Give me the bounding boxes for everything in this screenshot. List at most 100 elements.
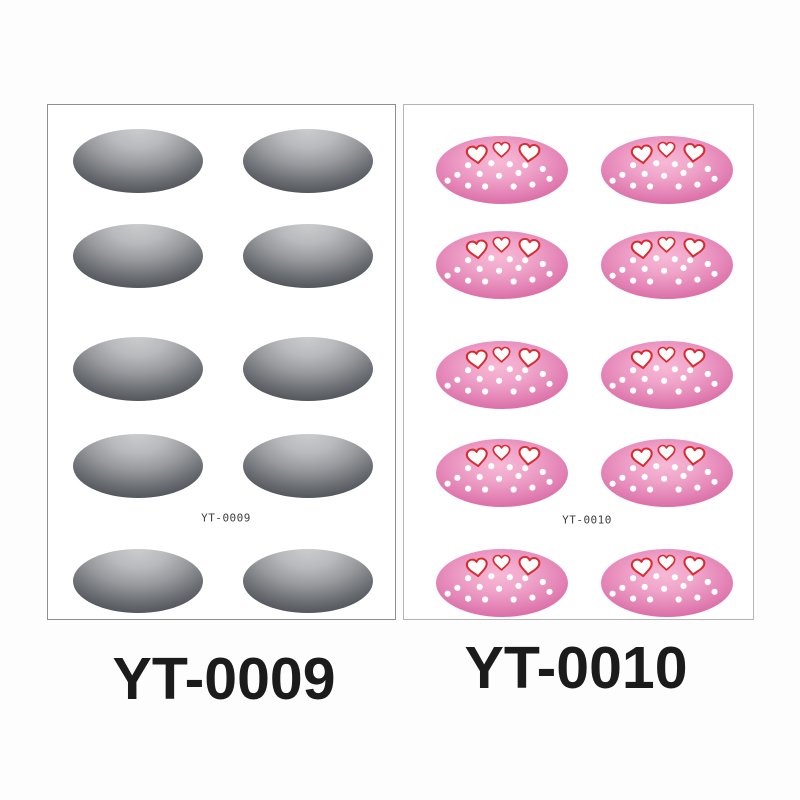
sticker-oval-pink [601,231,733,299]
polka-dot [711,175,718,182]
heart-icon [683,555,706,576]
heart-icon [630,447,653,468]
polka-dot [609,177,616,184]
polka-dot [529,594,536,601]
sticker-oval-pink [436,341,568,409]
sticker-oval-gray [73,224,203,288]
polka-dot [711,478,718,485]
heart-icon [492,236,511,253]
polka-dot [619,584,626,591]
sticker-sheet-pink: YT-0010 [403,104,754,620]
polka-dot [539,260,546,268]
sticker-oval-gray [243,337,373,401]
polka-dot [515,169,522,176]
polka-dot [496,172,503,179]
polka-dot [510,596,517,603]
polka-dot [465,277,472,284]
polka-dot [465,257,472,264]
polka-dot [609,590,616,597]
polka-dot [671,161,678,168]
polka-dot [609,480,616,487]
heart-icon [465,557,488,578]
sticker-oval-pink [601,341,733,409]
sticker-oval-pink [601,136,733,204]
polka-dot [687,257,694,264]
polka-dot [687,162,694,169]
polka-dot [630,575,637,582]
polka-dot [454,266,461,273]
polka-dot [546,270,553,277]
polka-dot [647,388,654,395]
heart-icon [492,554,511,571]
polka-dot [539,165,546,173]
polka-dot [454,376,461,383]
sheet-code-label: YT-0009 [201,511,251,525]
polka-dot [641,473,648,480]
sticker-oval-pink [436,231,568,299]
heart-icon [465,144,488,165]
polka-dot [694,386,701,393]
heart-icon [465,349,488,370]
polka-dot [619,376,626,383]
polka-dot [496,585,503,592]
sticker-oval-gray [73,129,203,193]
polka-dot [546,478,553,485]
polka-dot [506,161,513,168]
heart-icon [657,554,676,571]
heart-icon [683,445,706,466]
polka-dot [510,278,517,285]
polka-dot [675,596,682,603]
polka-dot [675,183,682,190]
polka-dot [711,380,718,387]
heart-icon [518,237,541,258]
polka-dot [522,465,529,472]
polka-dot [488,255,495,262]
polka-dot [671,574,678,581]
heart-icon [657,141,676,158]
polka-dot [476,583,483,590]
heart-icon [683,347,706,368]
polka-dot [546,588,553,595]
polka-dot [444,480,451,487]
heart-icon [492,141,511,158]
polka-dot [675,486,682,493]
polka-dot [522,162,529,169]
polka-dot [653,463,660,470]
polka-dot [539,370,546,378]
polka-dot [661,585,668,592]
polka-dot [476,265,483,272]
polka-dot [704,165,711,173]
polka-dot [675,388,682,395]
polka-dot [510,486,517,493]
polka-dot [465,367,472,374]
polka-dot [609,382,616,389]
polka-dot [488,463,495,470]
polka-dot [641,375,648,382]
heart-icon [657,346,676,363]
polka-dot [465,387,472,394]
polka-dot [647,596,654,603]
polka-dot [647,486,654,493]
polka-dot [546,175,553,182]
polka-dot [522,575,529,582]
heart-icon [492,444,511,461]
polka-dot [630,162,637,169]
sticker-oval-pink [436,439,568,507]
heart-icon [630,144,653,165]
heart-icon [630,557,653,578]
polka-dot [454,474,461,481]
heart-icon [657,444,676,461]
heart-icon [518,347,541,368]
heart-icon [465,239,488,260]
polka-dot [619,266,626,273]
polka-dot [680,582,687,589]
polka-dot [661,377,668,384]
sheet-code-label: YT-0010 [562,513,612,527]
polka-dot [704,578,711,586]
sticker-oval-pink [601,549,733,617]
polka-dot [488,573,495,580]
heart-icon [657,236,676,253]
polka-dot [444,272,451,279]
polka-dot [444,177,451,184]
polka-dot [529,484,536,491]
